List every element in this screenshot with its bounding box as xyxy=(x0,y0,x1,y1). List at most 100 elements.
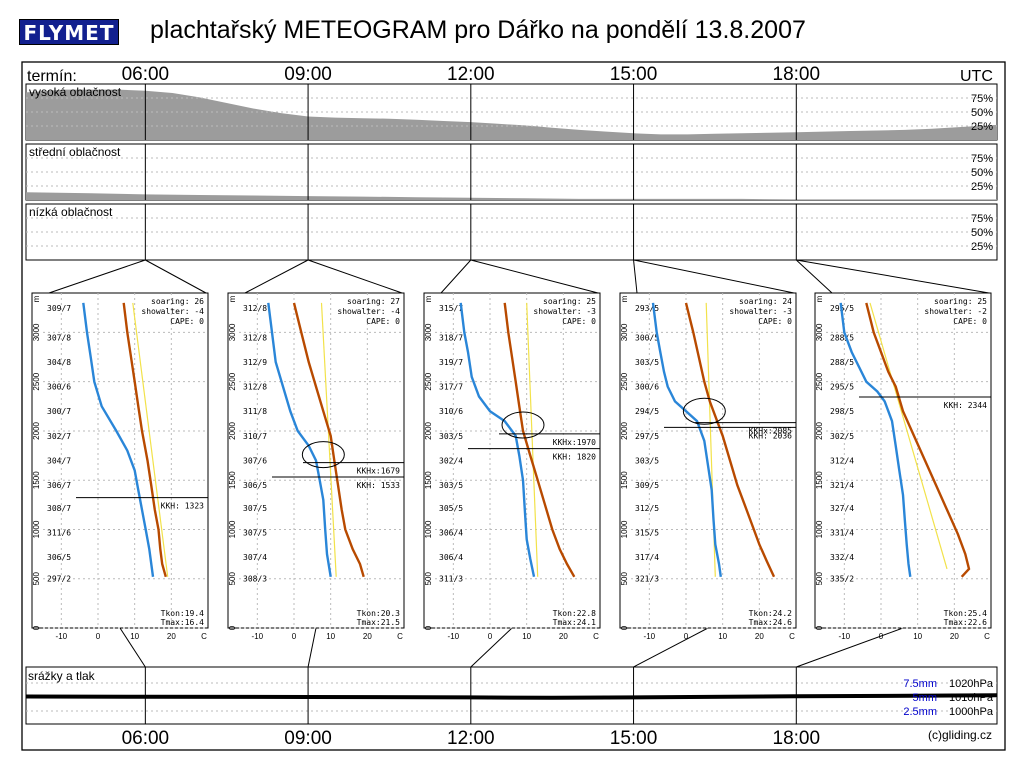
temp-tick-label: 20 xyxy=(755,632,764,641)
height-tick-label: 1500 xyxy=(815,471,824,489)
page-title: plachtařský METEOGRAM pro Dářko na pondě… xyxy=(150,16,806,44)
tkon-value: Tkon:25.4 xyxy=(944,609,988,618)
wind-label: 300/7 xyxy=(47,407,71,416)
wind-label: 309/5 xyxy=(635,481,659,490)
height-tick-label: 3000 xyxy=(815,323,824,341)
wind-label: 307/6 xyxy=(243,457,267,466)
temp-tick-label: 20 xyxy=(167,632,176,641)
wind-label: 306/5 xyxy=(243,481,267,490)
sounding-diagram: 0 500 1000 1500 2000 2500 3000 m -10 0 10 20 C 315/7 3… xyxy=(423,292,601,641)
temperature-line xyxy=(292,302,365,578)
tmax-value: Tmax:16.4 xyxy=(161,618,205,627)
temp-tick-label: 20 xyxy=(559,632,568,641)
wind-label: 318/7 xyxy=(439,333,463,342)
time-tick-label: 18:00 xyxy=(773,728,821,749)
wind-label: 312/4 xyxy=(830,457,854,466)
wind-label: 307/8 xyxy=(47,333,71,342)
soaring-index: soaring: 27 xyxy=(347,297,400,306)
time-tick-label: 12:00 xyxy=(447,64,495,85)
wind-label: 312/5 xyxy=(635,504,659,513)
wind-label: 303/5 xyxy=(439,481,463,490)
height-tick-label: 500 xyxy=(228,572,237,586)
cloud-percent-tick: 75% xyxy=(971,213,993,225)
tkon-value: Tkon:24.2 xyxy=(749,609,793,618)
thermal-label: KKHx:1679 xyxy=(357,467,401,476)
wind-label: 315/7 xyxy=(439,304,463,313)
wind-label: 302/7 xyxy=(47,432,71,441)
temp-tick-label: 20 xyxy=(363,632,372,641)
flymet-logo: FLYMET xyxy=(19,19,119,45)
connector-line xyxy=(796,259,990,294)
temp-unit-label: C xyxy=(397,632,403,641)
wind-label: 331/4 xyxy=(830,528,854,537)
bottom-time-axis: 06:00 09:00 12:00 15:00 18:00 xyxy=(122,728,820,749)
temp-tick-label: -10 xyxy=(448,632,460,641)
reference-line xyxy=(132,302,169,577)
height-tick-label: 1000 xyxy=(815,520,824,538)
showalter-index: showalter: -4 xyxy=(141,307,204,316)
reference-line xyxy=(320,302,337,577)
cloud-panel: 75% 50% 25% nízká oblačnost xyxy=(25,203,998,261)
wind-label: 312/9 xyxy=(243,358,267,367)
wind-label: 309/7 xyxy=(47,304,71,313)
temp-tick-label: 0 xyxy=(96,632,101,641)
height-tick-label: 2500 xyxy=(32,372,41,390)
wind-label: 312/8 xyxy=(243,304,267,313)
height-tick-label: 2000 xyxy=(424,421,433,439)
height-tick-label: 500 xyxy=(815,572,824,586)
cloud-panel-label: střední oblačnost xyxy=(29,145,121,159)
temp-tick-label: 10 xyxy=(718,632,727,641)
wind-label: 303/5 xyxy=(635,457,659,466)
showalter-index: showalter: -4 xyxy=(337,307,400,316)
wind-label: 300/6 xyxy=(635,383,659,392)
height-unit-label: m xyxy=(815,295,824,302)
wind-label: 319/7 xyxy=(439,358,463,367)
temp-tick-label: -10 xyxy=(644,632,656,641)
wind-label: 311/6 xyxy=(47,528,71,537)
dewpoint-line xyxy=(839,302,912,577)
temp-tick-label: 0 xyxy=(292,632,297,641)
thermal-label: KKHx:2085 xyxy=(749,427,793,436)
pressure-scale-label: 1020hPa xyxy=(949,678,994,690)
connector-line xyxy=(48,259,146,294)
time-tick-label: 18:00 xyxy=(773,64,821,85)
wind-label: 307/5 xyxy=(243,504,267,513)
height-tick-label: 1500 xyxy=(620,471,629,489)
precip-pressure-panel: srážky a tlak 7.5mm 1020hPa 5mm 1010hPa 2.5mm… xyxy=(25,666,998,725)
wind-label: 298/5 xyxy=(830,407,854,416)
temperature-line xyxy=(865,302,971,578)
cloud-percent-tick: 25% xyxy=(971,121,993,133)
precip-panel-label: srážky a tlak xyxy=(28,669,96,683)
temp-tick-label: 20 xyxy=(950,632,959,641)
cloud-percent-tick: 50% xyxy=(971,227,993,239)
height-tick-label: 2000 xyxy=(32,421,41,439)
temp-tick-label: 10 xyxy=(130,632,139,641)
height-tick-label: 2000 xyxy=(228,421,237,439)
wind-label: 306/4 xyxy=(439,553,463,562)
cloud-percent-tick: 25% xyxy=(971,241,993,253)
wind-label: 303/5 xyxy=(439,432,463,441)
thermal-label: KKH: 1533 xyxy=(357,481,401,490)
connector-line xyxy=(307,627,317,668)
cloud-panel-label: vysoká oblačnost xyxy=(29,85,122,99)
thermal-top-ellipse xyxy=(682,397,726,425)
precip-scale-label: 7.5mm xyxy=(903,678,937,690)
temp-tick-label: -10 xyxy=(56,632,68,641)
connector-line xyxy=(470,627,513,668)
time-tick-label: 15:00 xyxy=(610,64,658,85)
cloud-coverage-area xyxy=(26,89,997,140)
height-tick-label: 0 xyxy=(620,625,629,630)
thermal-label: KKH: 1820 xyxy=(553,453,597,462)
wind-label: 312/8 xyxy=(243,333,267,342)
time-tick-label: 12:00 xyxy=(447,728,495,749)
height-tick-label: 2500 xyxy=(620,372,629,390)
height-tick-label: 0 xyxy=(815,625,824,630)
wind-label: 304/7 xyxy=(47,457,71,466)
wind-label: 310/6 xyxy=(439,407,463,416)
cloud-percent-tick: 50% xyxy=(971,167,993,179)
wind-label: 306/4 xyxy=(439,528,463,537)
tmax-value: Tmax:22.6 xyxy=(944,618,988,627)
height-unit-label: m xyxy=(424,295,433,302)
footer-credit: (c)gliding.cz xyxy=(928,728,992,742)
